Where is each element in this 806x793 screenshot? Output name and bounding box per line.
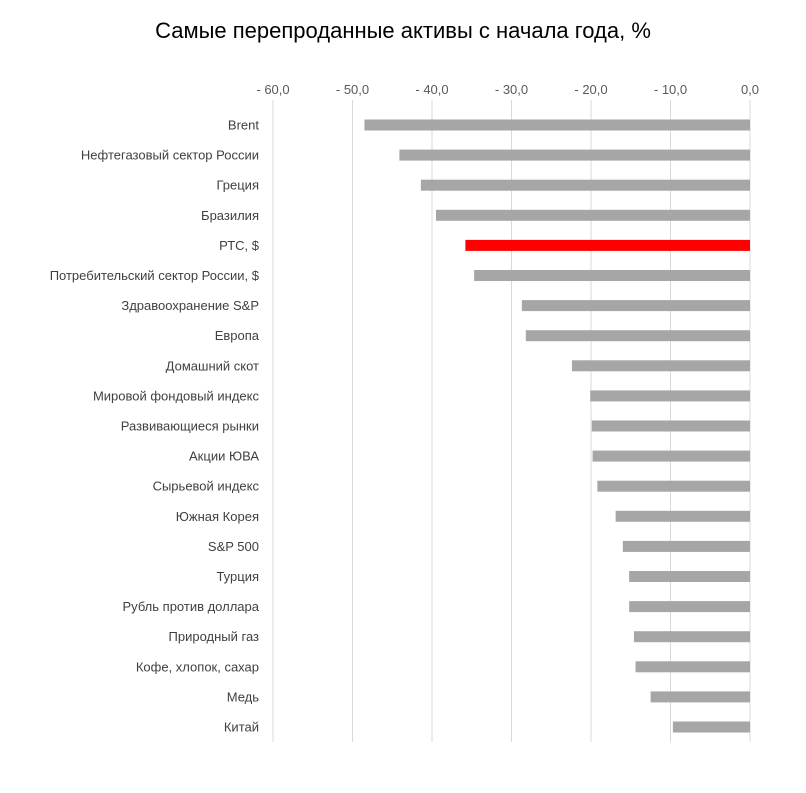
bar [521,300,750,312]
x-tick-label: - 20,0 [574,82,607,97]
category-label: Турция [216,569,259,584]
category-label: Brent [228,118,259,133]
bar [629,571,750,582]
category-label: РТС, $ [219,238,260,253]
bar [633,631,750,643]
category-label: Греция [216,178,259,193]
bar [622,540,750,552]
bar [525,330,750,342]
bar [591,420,750,432]
x-tick-label: 0,0 [741,82,759,97]
x-tick-label: - 10,0 [654,82,687,97]
bar [474,270,750,281]
bar [650,691,750,703]
x-tick-label: - 50,0 [336,82,369,97]
x-tick-label: - 60,0 [256,82,289,97]
chart-title: Самые перепроданные активы с начала года… [155,18,651,43]
category-label: Европа [215,328,260,343]
x-tick-label: - 30,0 [495,82,528,97]
x-tick-label: - 40,0 [415,82,448,97]
category-label: Рубль против доллара [123,599,260,614]
bar [364,119,750,131]
category-label: Южная Корея [176,509,259,524]
bar [615,510,750,522]
bar [672,721,750,733]
category-label: Потребительский сектор России, $ [50,268,260,283]
category-label: Бразилия [201,208,259,223]
category-label: Природный газ [169,629,260,644]
category-label: Акции ЮВА [189,449,259,464]
category-label: Сырьевой индекс [153,479,260,494]
category-label: Китай [224,720,259,735]
bar [571,360,750,372]
bar [635,661,750,673]
bar [592,450,750,462]
bar [629,601,750,613]
bar [590,390,750,402]
category-label: Домашний скот [166,358,259,373]
category-label: Здравоохранение S&P [121,298,259,313]
category-label: Медь [227,689,260,704]
bar [465,239,750,251]
bar [399,149,750,161]
bar [420,179,750,191]
category-label: Мировой фондовый индекс [93,388,260,403]
category-label: S&P 500 [208,539,259,554]
bar [435,209,750,221]
category-label: Нефтегазовый сектор России [81,148,259,163]
bar [597,480,750,492]
category-label: Кофе, хлопок, сахар [136,659,259,674]
category-label: Развивающиеся рынки [121,419,259,434]
